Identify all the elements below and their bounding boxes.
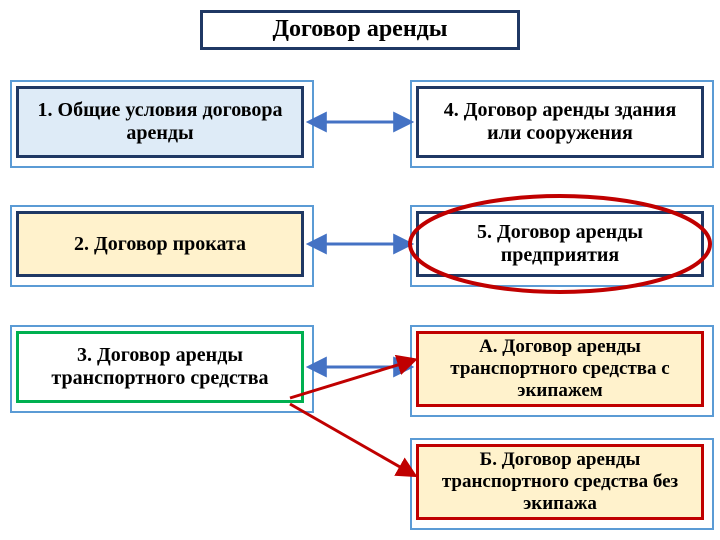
- node-2: 2. Договор проката: [16, 211, 304, 277]
- node-3-text: 3. Договор аренды транспортного средства: [27, 344, 293, 390]
- connector: [290, 404, 414, 475]
- node-5-text: 5. Договор аренды предприятия: [427, 221, 693, 267]
- node-A: А. Договор аренды транспортного средства…: [416, 331, 704, 407]
- node-3: 3. Договор аренды транспортного средства: [16, 331, 304, 403]
- node-4: 4. Договор аренды здания или сооружения: [416, 86, 704, 158]
- node-A-text: А. Договор аренды транспортного средства…: [427, 336, 693, 402]
- node-B: Б. Договор аренды транспортного средства…: [416, 444, 704, 520]
- node-5: 5. Договор аренды предприятия: [416, 211, 704, 277]
- title-text: Договор аренды: [272, 16, 447, 44]
- title-box: Договор аренды: [200, 10, 520, 50]
- node-4-text: 4. Договор аренды здания или сооружения: [427, 99, 693, 145]
- node-B-text: Б. Договор аренды транспортного средства…: [427, 449, 693, 515]
- node-2-text: 2. Договор проката: [74, 233, 246, 256]
- node-1: 1. Общие условия договора аренды: [16, 86, 304, 158]
- node-1-text: 1. Общие условия договора аренды: [27, 99, 293, 145]
